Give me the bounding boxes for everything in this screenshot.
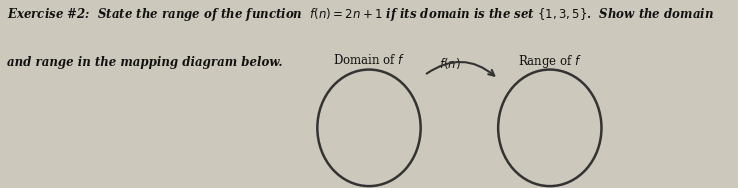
Text: Domain of $f$: Domain of $f$ [333,53,405,67]
Text: and range in the mapping diagram below.: and range in the mapping diagram below. [7,56,283,69]
Text: Exercise #2:  State the range of the function  $f(n)=2n+1$ if its domain is the : Exercise #2: State the range of the func… [7,6,714,23]
Text: $f(n)$: $f(n)$ [439,56,461,71]
Text: Range of $f$: Range of $f$ [517,53,582,70]
